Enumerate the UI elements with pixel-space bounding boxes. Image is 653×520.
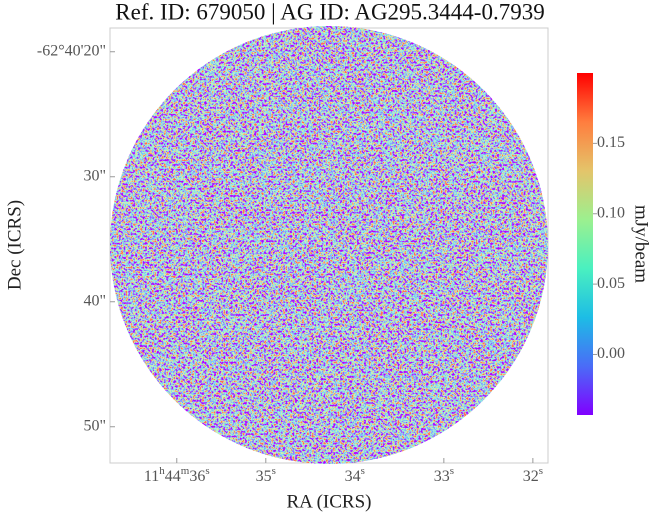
x-tick-label: 34s [345, 465, 365, 485]
y-tick-label: 50" [83, 417, 106, 434]
x-tick-label: 33s [434, 465, 454, 485]
image [110, 26, 548, 464]
image-pixels [110, 26, 548, 464]
x-tick-label: 11h44m36s [144, 465, 210, 485]
y-tick-label: 30" [83, 167, 106, 184]
y-tick-label: 40" [83, 292, 106, 309]
y-axis-label: Dec (ICRS) [4, 200, 25, 290]
colorbar-tick-label: 0.15 [597, 134, 625, 151]
colorbar-tick-label: 0.05 [597, 275, 625, 292]
colorbar-tick-label: 0.00 [597, 345, 625, 362]
colorbar [577, 73, 593, 415]
y-tick-label: -62°40'20" [37, 42, 106, 59]
x-axis-label: RA (ICRS) [287, 491, 372, 512]
colorbar-label: mJy/beam [631, 205, 652, 283]
x-tick-label: 32s [523, 465, 543, 485]
x-tick-label: 35s [256, 465, 276, 485]
colorbar-tick-label: 0.10 [597, 204, 625, 221]
chart-title: Ref. ID: 679050 | AG ID: AG295.3444-0.79… [115, 0, 544, 24]
